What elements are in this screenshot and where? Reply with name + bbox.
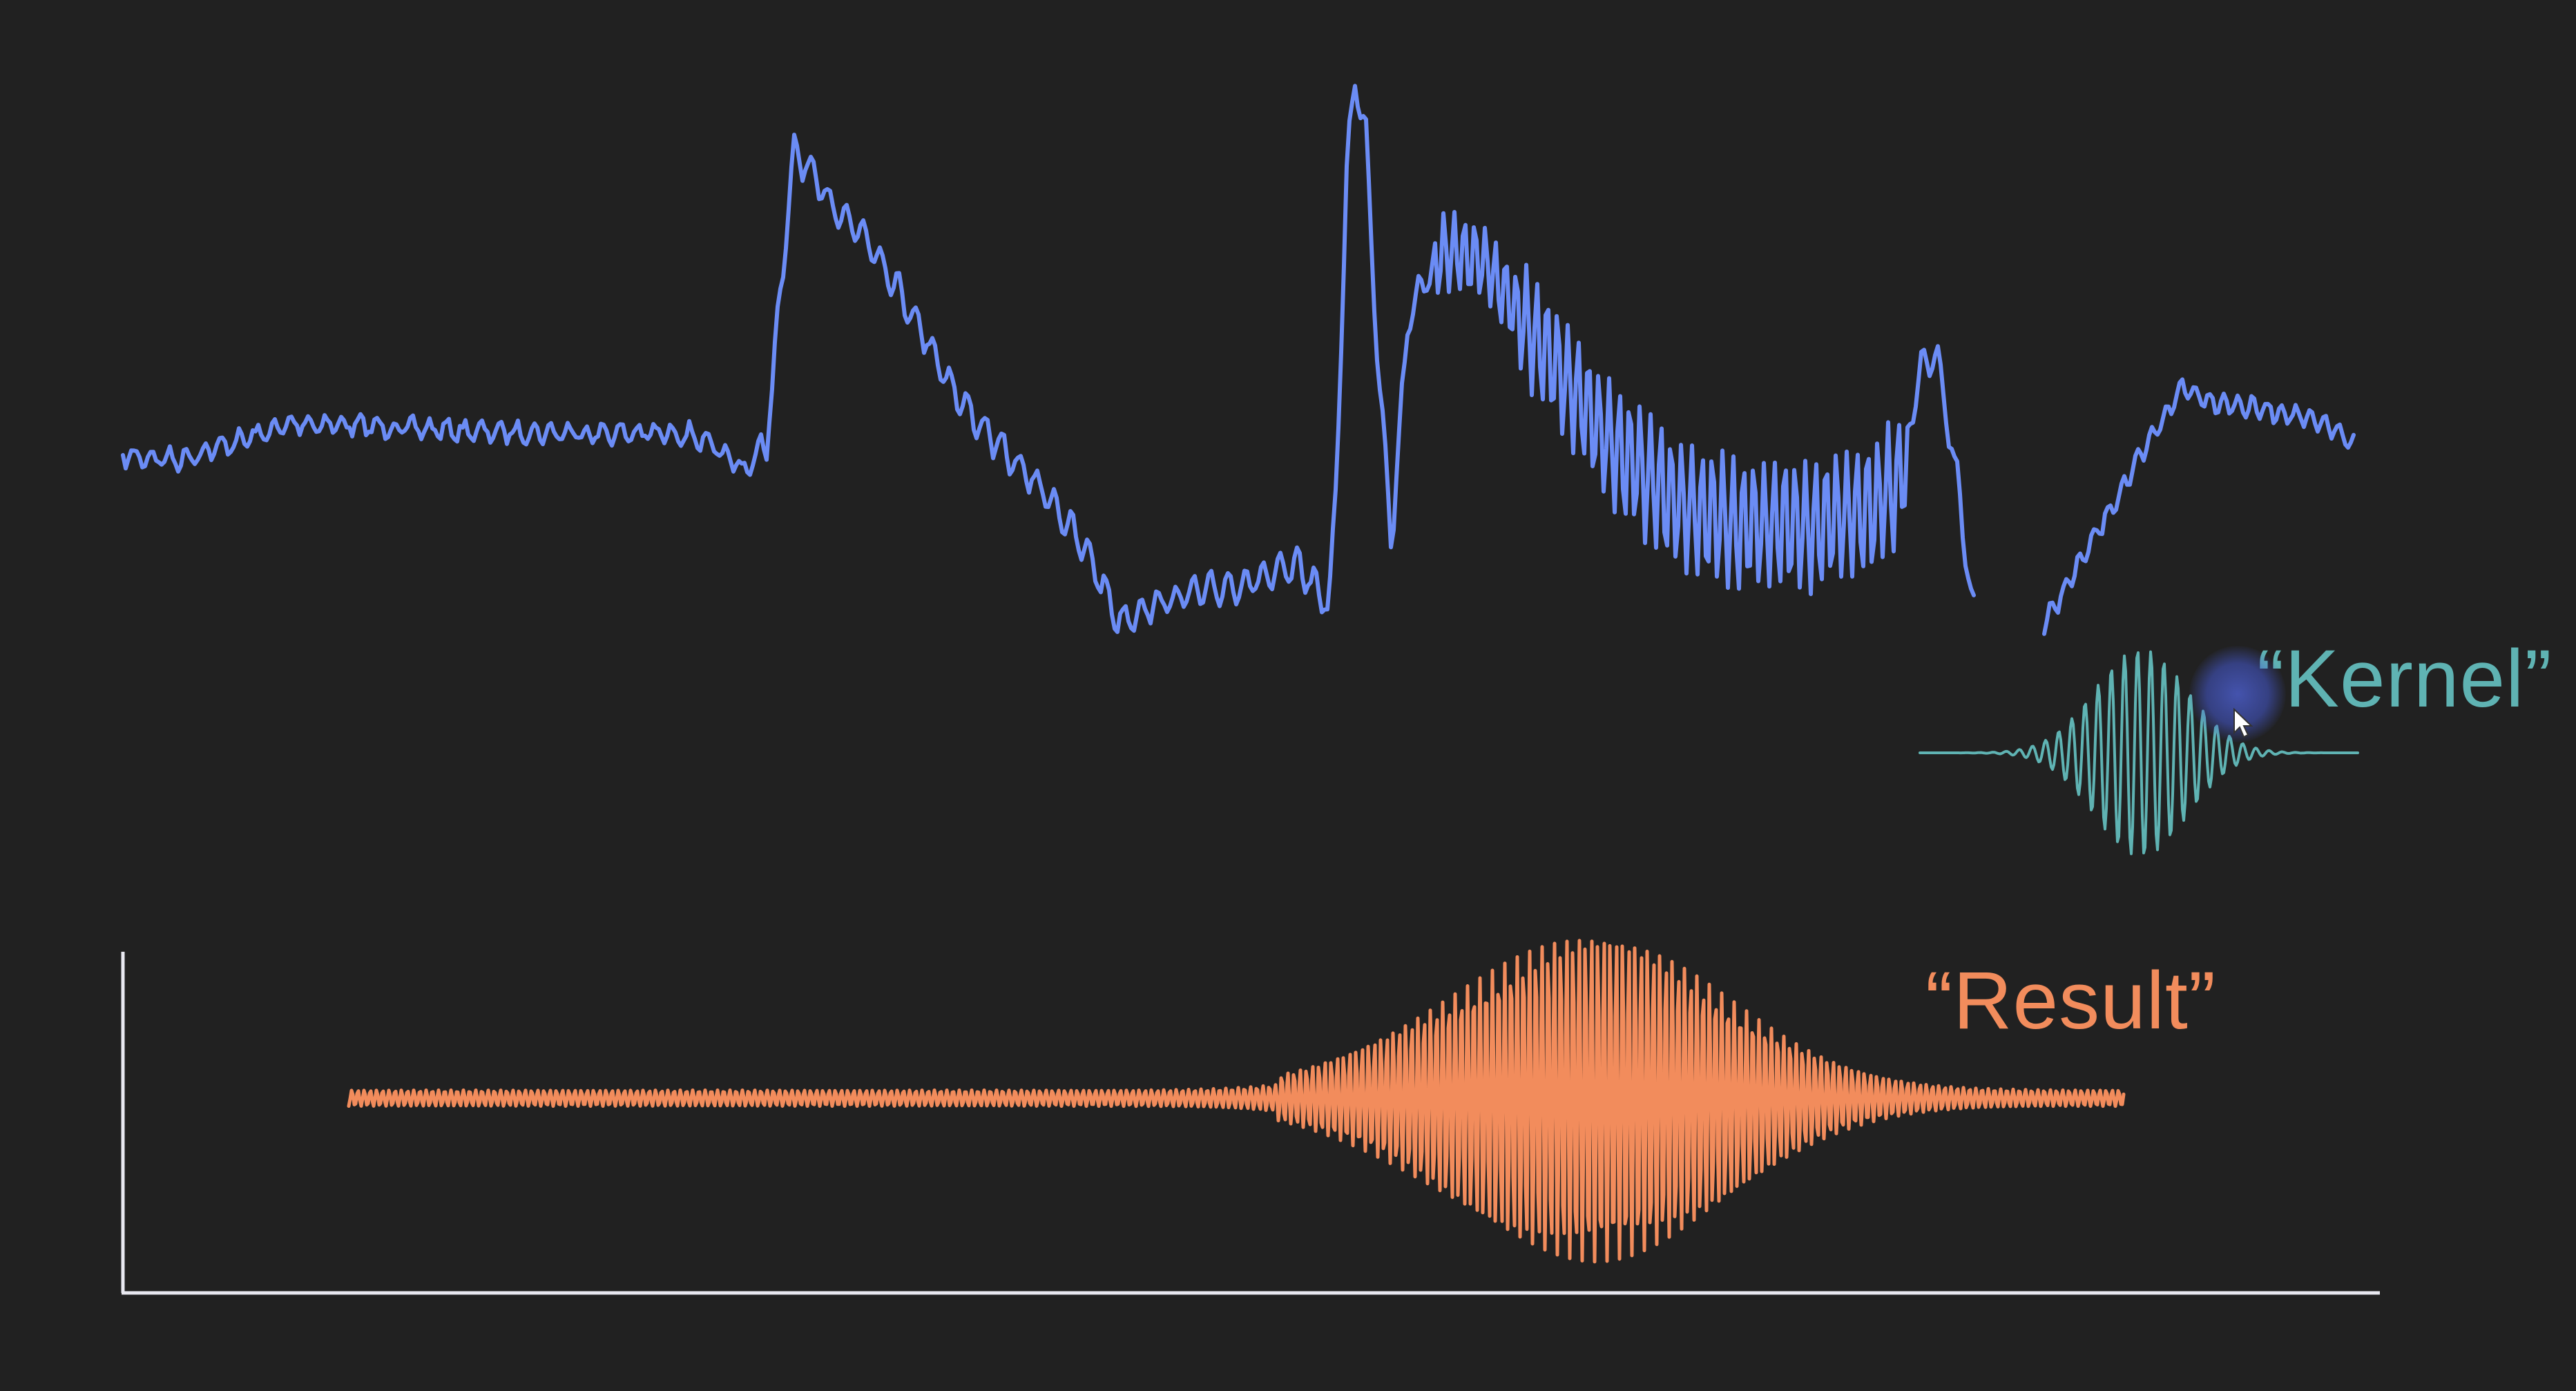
result-wave-line [347,939,2126,1264]
mouse-cursor [2189,646,2286,742]
input-signal-segment-1 [121,84,1976,634]
result-label: “Result” [1925,955,2217,1046]
kernel-waveform [1919,650,2359,856]
cursor-arrow-icon [2233,708,2253,738]
kernel-wave-line [1919,650,2359,856]
kernel-label: “Kernel” [2257,633,2553,725]
input-signal [121,84,2356,636]
result-waveform [347,939,2126,1264]
input-signal-segment-2 [2042,377,2356,636]
